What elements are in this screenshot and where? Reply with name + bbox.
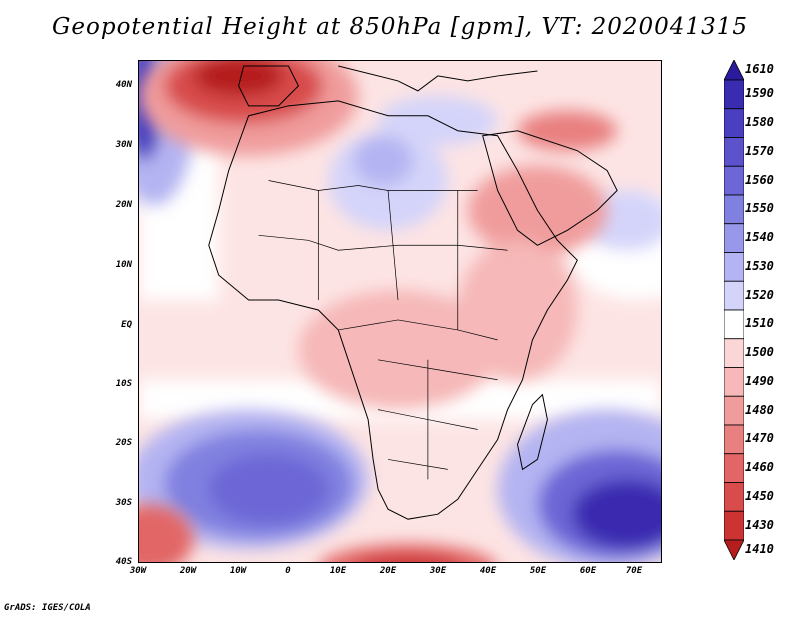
colorbar-label: 1480 bbox=[745, 402, 774, 417]
field-sahara-blue-core bbox=[353, 135, 413, 186]
colorbar-swatch bbox=[724, 108, 744, 138]
lon-label-70e: 70E bbox=[625, 566, 643, 576]
lat-label-30s: 30S bbox=[115, 498, 132, 508]
colorbar-swatch bbox=[724, 252, 744, 282]
colorbar-swatch bbox=[724, 165, 744, 196]
lon-label-10e: 10E bbox=[329, 566, 347, 576]
colorbar-swatch bbox=[724, 223, 744, 253]
colorbar-label: 1430 bbox=[745, 517, 774, 532]
colorbar-swatch bbox=[724, 280, 744, 311]
colorbar-swatch bbox=[724, 367, 744, 397]
colorbar-label: 1410 bbox=[745, 542, 774, 556]
colorbar-label: 1490 bbox=[745, 373, 774, 388]
lon-label-30w: 30W bbox=[129, 566, 147, 576]
colorbar-swatch bbox=[724, 137, 744, 167]
lon-label-50e: 50E bbox=[529, 566, 547, 576]
field-arabia-red-north bbox=[517, 110, 618, 151]
colorbar-label: 1500 bbox=[745, 345, 774, 360]
colorbar-label: 1510 bbox=[745, 316, 774, 331]
colorbar-label: 1550 bbox=[745, 201, 774, 216]
colorbar-label: 1610 bbox=[745, 62, 774, 76]
colorbar-label: 1540 bbox=[745, 230, 774, 245]
lat-label-10s: 10S bbox=[115, 379, 132, 389]
lat-label-20s: 20S bbox=[115, 438, 132, 448]
colorbar-label: 1470 bbox=[745, 431, 774, 446]
field-south-red-core bbox=[360, 555, 456, 562]
colorbar-bottom-triangle bbox=[724, 539, 744, 560]
colorbar-swatch bbox=[724, 482, 744, 512]
lon-label-20w: 20W bbox=[179, 566, 197, 576]
field-sw-atlantic-red bbox=[139, 504, 194, 562]
colorbar-label: 1530 bbox=[745, 258, 774, 273]
lon-label-20e: 20E bbox=[379, 566, 397, 576]
colorbar-label: 1460 bbox=[745, 460, 774, 475]
colorbar-swatch bbox=[724, 453, 744, 483]
field-indian-ocean-blue-core bbox=[572, 479, 661, 550]
lat-label-eq: EQ bbox=[121, 320, 132, 330]
colorbar-swatch bbox=[724, 510, 744, 541]
colorbar-label: 1560 bbox=[745, 172, 774, 187]
colorbar-swatch bbox=[724, 194, 744, 225]
grads-credit: GrADS: IGES/COLA bbox=[4, 603, 91, 613]
colorbar bbox=[724, 60, 744, 560]
colorbar-swatch bbox=[724, 424, 744, 455]
lat-label-20n: 20N bbox=[115, 200, 132, 210]
lon-label-60e: 60E bbox=[579, 566, 597, 576]
field-south-atlantic-blue-core bbox=[208, 454, 329, 525]
lon-label-0: 0 bbox=[285, 566, 291, 576]
colorbar-label: 1590 bbox=[745, 86, 774, 101]
lat-label-10n: 10N bbox=[115, 260, 132, 270]
map-panel bbox=[138, 60, 662, 563]
colorbar-label: 1570 bbox=[745, 143, 774, 158]
field-central-africa-red bbox=[298, 290, 498, 410]
lon-label-30e: 30E bbox=[429, 566, 447, 576]
colorbar-swatch bbox=[724, 338, 744, 368]
lat-label-40s: 40S bbox=[115, 557, 132, 567]
colorbar-top-triangle bbox=[724, 60, 744, 81]
colorbar-label: 1450 bbox=[745, 488, 774, 503]
field-iberia-red-core bbox=[193, 61, 284, 96]
madagascar-outline bbox=[517, 393, 548, 471]
europe-coastline bbox=[238, 65, 538, 107]
colorbar-swatch bbox=[724, 309, 744, 340]
lat-label-30n: 30N bbox=[115, 140, 132, 150]
lat-label-40n: 40N bbox=[115, 80, 132, 90]
colorbar-label: 1520 bbox=[745, 287, 774, 302]
country-borders bbox=[258, 180, 508, 480]
field-south-red bbox=[321, 544, 495, 562]
map-title: Geopotential Height at 850hPa [gpm], VT:… bbox=[52, 14, 748, 40]
lon-label-10w: 10W bbox=[229, 566, 247, 576]
colorbar-swatch bbox=[724, 395, 744, 426]
colorbar-label: 1580 bbox=[745, 115, 774, 130]
colorbar-swatch bbox=[724, 79, 744, 110]
arabia-coastline bbox=[482, 130, 618, 246]
lon-label-40e: 40E bbox=[479, 566, 497, 576]
